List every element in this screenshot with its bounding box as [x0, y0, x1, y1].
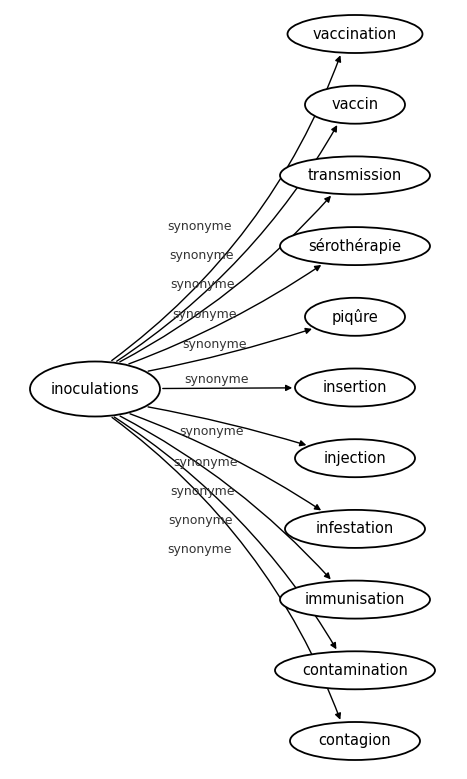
- FancyArrowPatch shape: [129, 266, 320, 364]
- Text: infestation: infestation: [316, 521, 394, 537]
- Text: synonyme: synonyme: [168, 220, 232, 233]
- Ellipse shape: [280, 227, 430, 265]
- Ellipse shape: [288, 15, 423, 53]
- FancyArrowPatch shape: [120, 197, 330, 362]
- Text: transmission: transmission: [308, 168, 402, 183]
- Ellipse shape: [30, 361, 160, 417]
- Text: inoculations: inoculations: [50, 382, 139, 397]
- FancyArrowPatch shape: [112, 418, 340, 718]
- Ellipse shape: [305, 86, 405, 124]
- Text: synonyme: synonyme: [173, 456, 238, 469]
- Text: immunisation: immunisation: [305, 592, 405, 607]
- Text: synonyme: synonyme: [170, 485, 234, 499]
- Text: contagion: contagion: [318, 734, 391, 749]
- Text: contamination: contamination: [302, 663, 408, 678]
- Text: synonyme: synonyme: [170, 278, 234, 291]
- FancyArrowPatch shape: [120, 416, 330, 578]
- Text: synonyme: synonyme: [173, 308, 237, 321]
- FancyArrowPatch shape: [130, 414, 320, 509]
- FancyArrowPatch shape: [117, 126, 336, 361]
- Ellipse shape: [295, 439, 415, 478]
- Text: sérothérapie: sérothérapie: [309, 238, 402, 254]
- Text: synonyme: synonyme: [168, 544, 232, 556]
- Text: synonyme: synonyme: [182, 338, 247, 351]
- FancyArrowPatch shape: [148, 329, 311, 371]
- Text: piqûre: piqûre: [332, 308, 378, 325]
- FancyArrowPatch shape: [148, 407, 305, 446]
- Ellipse shape: [280, 157, 430, 195]
- Text: insertion: insertion: [323, 380, 387, 395]
- Ellipse shape: [305, 298, 405, 336]
- FancyArrowPatch shape: [112, 57, 340, 361]
- Ellipse shape: [290, 722, 420, 760]
- Ellipse shape: [285, 510, 425, 548]
- Text: synonyme: synonyme: [168, 514, 233, 527]
- Text: synonyme: synonyme: [180, 425, 244, 439]
- Text: synonyme: synonyme: [170, 249, 234, 263]
- Ellipse shape: [280, 580, 430, 619]
- Ellipse shape: [295, 368, 415, 407]
- Text: synonyme: synonyme: [184, 372, 249, 386]
- Text: vaccination: vaccination: [313, 26, 397, 41]
- Ellipse shape: [275, 651, 435, 689]
- Text: vaccin: vaccin: [332, 97, 379, 112]
- Text: injection: injection: [324, 451, 386, 466]
- FancyArrowPatch shape: [163, 386, 290, 390]
- FancyArrowPatch shape: [114, 417, 336, 648]
